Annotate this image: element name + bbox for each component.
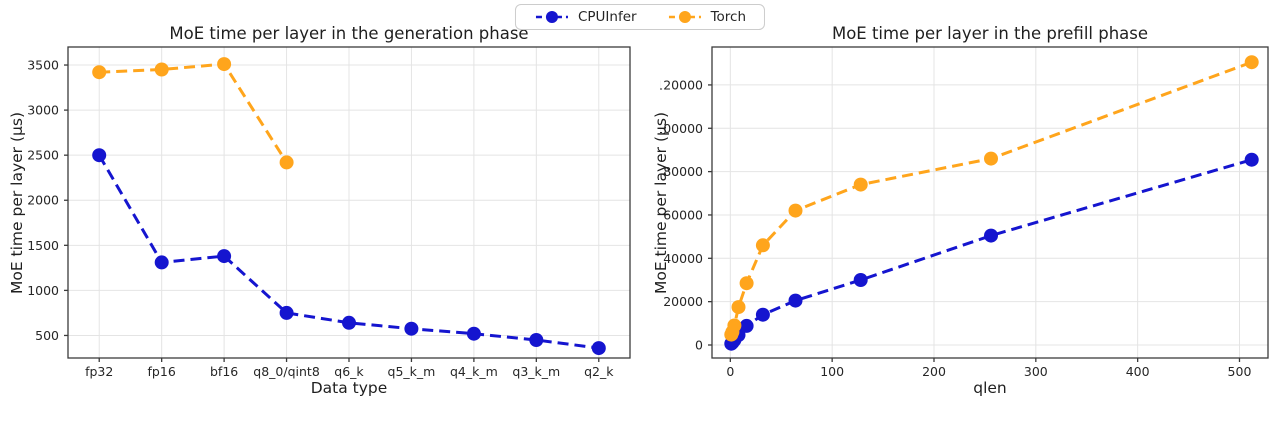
data-point (154, 255, 169, 270)
x-tick-label: 0 (726, 364, 734, 379)
x-tick-label: fp32 (85, 364, 113, 379)
x-tick-label: q4_k_m (450, 364, 498, 379)
legend-label-cpuinfer: CPUInfer (577, 9, 637, 25)
data-point (92, 65, 107, 80)
data-point (755, 307, 770, 322)
data-point (342, 315, 356, 330)
plot-border (711, 46, 1269, 359)
grid (712, 47, 1268, 358)
y-tick-label: 500 (35, 328, 59, 343)
legend-item-cpuinfer: CPUInfer (534, 9, 637, 25)
generation-xaxis-label: Data type (310, 379, 388, 397)
x-tick-label: 400 (1126, 364, 1150, 379)
data-point (853, 273, 868, 287)
series-torch (92, 57, 294, 170)
data-point (404, 321, 419, 336)
torch-legend-marker-icon (668, 11, 701, 23)
y-tick-label: 100000 (660, 121, 703, 136)
data-point (1244, 152, 1259, 167)
cpuinfer-legend-marker-icon (535, 11, 568, 23)
x-tick-label: q8_0/qint8 (253, 364, 320, 379)
y-tick-label: 3000 (27, 103, 59, 118)
y-tick-label: 120000 (660, 77, 703, 92)
data-point (466, 326, 481, 341)
y-tick-label: 60000 (663, 207, 703, 222)
x-tick-label: q5_k_m (388, 364, 436, 379)
legend-dot (678, 11, 691, 23)
x-tick-label: q3_k_m (512, 364, 560, 379)
prefill-yaxis-label: MoE time per layer (μs) (652, 111, 670, 295)
y-tick-label: 1500 (27, 238, 59, 253)
data-point (92, 148, 107, 163)
series-line (99, 62, 288, 164)
data-point (755, 238, 770, 253)
y-tick-label: 80000 (663, 164, 703, 179)
data-point (984, 228, 998, 243)
data-point (731, 300, 746, 315)
y-tick-label: 3500 (27, 58, 59, 73)
prefill-xaxis-label: qlen (973, 379, 1007, 397)
data-point (217, 57, 232, 72)
data-point (154, 62, 169, 77)
x-tick-label: bf16 (210, 364, 238, 379)
axis-ticks: 0 100 200 300 400 500 0 20000 40000 60000 80000 100… (660, 77, 1251, 379)
data-point (739, 276, 754, 291)
data-point (1244, 55, 1259, 70)
series-line (730, 158, 1253, 345)
generation-chart-title: MoE time per layer in the generation pha… (169, 24, 529, 43)
y-tick-label: 2500 (27, 148, 59, 163)
x-tick-label: 500 (1228, 364, 1252, 379)
data-point (739, 318, 754, 333)
data-point (217, 249, 232, 264)
data-point (853, 177, 868, 192)
data-point (727, 318, 742, 333)
axis-ticks: fp32 fp16 bf16 q8_0/qint8 q6_k q5_k_m q4_k_m q3… (27, 58, 614, 379)
series-line (97, 154, 599, 350)
data-point (279, 305, 294, 320)
data-point (591, 341, 606, 356)
series-line (729, 60, 1253, 336)
data-point (279, 155, 294, 170)
legend-label-torch: Torch (710, 9, 747, 25)
x-tick-label: q2_k (584, 364, 614, 379)
y-tick-label: 40000 (663, 251, 703, 266)
legend: CPUInfer Torch (514, 4, 766, 30)
data-point (788, 203, 803, 218)
prefill-chart-title: MoE time per layer in the prefill phase (831, 24, 1149, 43)
y-tick-label: 2000 (27, 193, 59, 208)
x-tick-label: 100 (820, 364, 844, 379)
data-point (529, 333, 544, 347)
data-point (788, 293, 803, 308)
generation-phase-chart: fp32 fp16 bf16 q8_0/qint8 q6_k q5_k_m q4_k_m q3… (27, 46, 631, 379)
series-cpuinfer (92, 148, 606, 356)
x-tick-label: 300 (1024, 364, 1048, 379)
generation-yaxis-label: MoE time per layer (μs) (8, 111, 26, 295)
series-cpuinfer (724, 152, 1259, 351)
y-tick-label: 0 (695, 337, 703, 352)
grid (68, 47, 630, 358)
x-tick-label: fp16 (148, 364, 176, 379)
data-point (984, 151, 998, 166)
prefill-phase-chart: 0 100 200 300 400 500 0 20000 40000 60000 80000 100… (660, 46, 1269, 379)
x-tick-label: 200 (922, 364, 946, 379)
x-tick-label: q6_k (334, 364, 364, 379)
legend-dot (545, 11, 558, 23)
series-torch (724, 55, 1259, 342)
y-tick-label: 20000 (663, 294, 703, 309)
y-tick-label: 1000 (27, 283, 59, 298)
legend-item-torch: Torch (667, 9, 746, 25)
